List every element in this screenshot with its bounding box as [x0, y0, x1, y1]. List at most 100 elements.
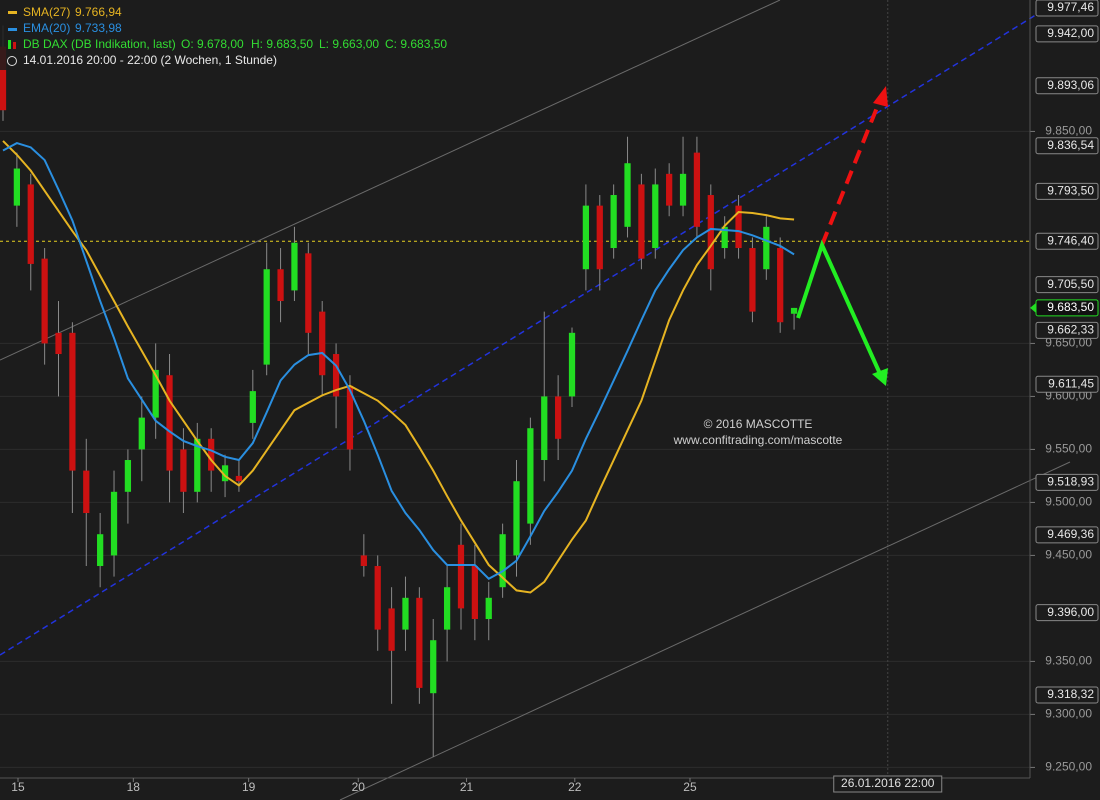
price-box — [1035, 375, 1099, 393]
projection-up — [820, 99, 882, 246]
candle-body — [332, 354, 340, 397]
plot — [0, 25, 798, 757]
candle-body — [624, 163, 631, 227]
candle-body — [610, 195, 617, 249]
candle-body — [735, 205, 742, 249]
price-box — [1035, 0, 1099, 17]
candle-body — [263, 269, 270, 365]
y-tick-label: 9.250,00 — [1045, 760, 1092, 774]
price-label: 9.318,32 — [1047, 687, 1094, 701]
candle-body — [319, 311, 326, 376]
candle-body — [652, 184, 659, 249]
candle-body — [110, 491, 118, 556]
ohlc-high: H: 9.683,50 — [251, 37, 313, 51]
candle-body — [235, 475, 243, 482]
candle-body — [13, 168, 21, 206]
candle-body — [471, 566, 478, 620]
candle-body — [346, 385, 354, 450]
candle-body — [194, 438, 201, 492]
legend-swatch — [8, 11, 17, 14]
candle-body — [291, 242, 298, 291]
candle-body — [166, 375, 173, 471]
watermark: © 2016 MASCOTTE — [704, 417, 813, 431]
candle-body — [541, 396, 548, 461]
projection-down — [796, 239, 883, 377]
candle-body — [69, 332, 76, 471]
candle-body — [416, 597, 423, 688]
period: 14.01.2016 20:00 - 22:00 (2 Wochen, 1 St… — [23, 53, 277, 67]
crosshair-box — [833, 775, 943, 793]
channel-upper — [0, 0, 781, 361]
candle-body — [679, 173, 687, 206]
price-box — [1035, 473, 1099, 491]
price-label: 9.705,50 — [1047, 277, 1094, 291]
candle-body — [457, 544, 465, 609]
candle-body — [27, 184, 34, 264]
instrument: DB DAX (DB Indikation, last) — [23, 37, 176, 51]
price-label: 9.942,00 — [1047, 26, 1094, 40]
candle-body — [83, 470, 90, 514]
candle-body — [374, 566, 381, 630]
candle-body — [582, 205, 590, 270]
x-tick-label: 20 — [352, 780, 366, 794]
legend-value: 9.733,98 — [75, 21, 122, 35]
candle-body — [763, 226, 770, 270]
price-label: 9.396,00 — [1047, 605, 1094, 619]
price-box — [1035, 321, 1099, 339]
price-box — [1035, 526, 1099, 544]
indicator-line — [2, 140, 795, 594]
candle-body — [555, 396, 562, 439]
ohlc-low: L: 9.663,00 — [319, 37, 379, 51]
current-price-pointer — [1030, 302, 1036, 313]
price-label: 9.746,40 — [1047, 233, 1094, 247]
price-box — [1035, 686, 1099, 704]
legend: SMA(27) 9.766,94 EMA(20) 9.733,98 DB DAX… — [0, 0, 460, 70]
candle-body — [249, 391, 256, 423]
price-label: 9.793,50 — [1047, 183, 1094, 197]
price-box — [1035, 604, 1099, 622]
price-label: 9.893,06 — [1047, 78, 1094, 92]
candle-body — [749, 248, 756, 312]
indicator-line — [2, 142, 795, 580]
candle-body — [596, 205, 603, 270]
arrow-head — [872, 368, 888, 386]
candle-body — [41, 258, 48, 344]
crosshair-label: 26.01.2016 22:00 — [841, 776, 935, 790]
legend-label: EMA(20) — [23, 21, 70, 35]
projection — [796, 86, 888, 386]
price-box — [1035, 182, 1099, 200]
legend-swatch — [8, 40, 11, 49]
price-box — [1035, 137, 1099, 155]
price-box — [1035, 276, 1099, 294]
candle-body — [693, 152, 701, 227]
price-label: 9.518,93 — [1047, 475, 1094, 489]
candle-body — [499, 534, 506, 588]
candle-body — [152, 369, 159, 418]
x-tick-label: 15 — [11, 780, 25, 794]
candle-body — [124, 460, 132, 492]
x-tick-label: 19 — [242, 780, 256, 794]
ohlc-close: C: 9.683,50 — [385, 37, 447, 51]
x-tick-label: 18 — [127, 780, 141, 794]
candle-body — [360, 555, 367, 567]
candle-body — [180, 449, 187, 492]
candle-body — [513, 481, 520, 556]
y-tick-label: 9.850,00 — [1045, 124, 1092, 138]
watermark-url: www.confitrading.com/mascotte — [673, 433, 843, 447]
candle-body — [221, 465, 229, 482]
candle-body — [527, 428, 534, 524]
legend-swatch — [13, 42, 16, 49]
candle-body — [443, 587, 451, 630]
channel-lower — [339, 461, 1071, 800]
legend-label: SMA(27) — [23, 5, 70, 19]
x-tick-label: 22 — [568, 780, 582, 794]
candle-body — [790, 307, 798, 314]
candle-body — [707, 195, 714, 270]
price-box — [1035, 232, 1099, 250]
price-label: 9.836,54 — [1047, 138, 1094, 152]
candle-body — [666, 173, 673, 206]
current-price-label: 9.683,50 — [1047, 300, 1094, 314]
legend-bg — [0, 0, 460, 70]
